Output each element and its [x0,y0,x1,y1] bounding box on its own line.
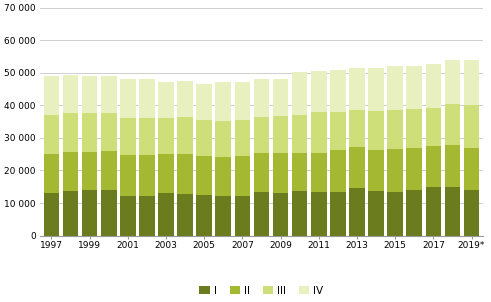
Bar [445,145,460,187]
Bar [273,79,288,116]
Bar [158,118,174,154]
Bar [139,195,155,236]
Bar [177,194,193,236]
Bar [158,82,174,118]
Bar [216,196,231,236]
Bar [177,81,193,117]
Bar [44,115,59,153]
Bar [349,188,365,236]
Legend: I, II, III, IV: I, II, III, IV [195,282,327,300]
Bar [426,146,441,187]
Bar [407,66,422,109]
Bar [292,153,307,191]
Bar [44,153,59,193]
Bar [216,82,231,120]
Bar [120,156,136,196]
Bar [273,116,288,153]
Bar [445,187,460,236]
Bar [120,79,136,118]
Bar [464,190,479,236]
Bar [254,79,269,117]
Bar [311,192,327,236]
Bar [235,195,250,236]
Bar [196,156,212,195]
Bar [177,117,193,154]
Bar [273,153,288,193]
Bar [158,154,174,193]
Bar [63,152,79,191]
Bar [292,72,307,115]
Bar [387,110,403,149]
Bar [368,68,384,111]
Bar [196,84,212,120]
Bar [349,110,365,147]
Bar [368,150,384,191]
Bar [426,108,441,146]
Bar [139,79,155,118]
Bar [368,191,384,236]
Bar [330,191,346,236]
Bar [426,64,441,108]
Bar [254,191,269,236]
Bar [311,71,327,112]
Bar [82,76,97,114]
Bar [407,148,422,190]
Bar [63,75,79,113]
Bar [158,193,174,236]
Bar [407,190,422,236]
Bar [349,147,365,188]
Bar [216,120,231,157]
Bar [235,156,250,195]
Bar [120,118,136,156]
Bar [426,187,441,236]
Bar [101,76,116,113]
Bar [464,148,479,190]
Bar [464,105,479,148]
Bar [101,151,116,190]
Bar [216,157,231,196]
Bar [139,156,155,195]
Bar [330,69,346,113]
Bar [82,114,97,152]
Bar [407,109,422,148]
Bar [445,104,460,145]
Bar [235,82,250,120]
Bar [63,113,79,152]
Bar [254,153,269,191]
Bar [330,113,346,150]
Bar [254,117,269,153]
Bar [368,111,384,150]
Bar [445,60,460,104]
Bar [273,193,288,236]
Bar [311,112,327,153]
Bar [330,150,346,191]
Bar [82,152,97,190]
Bar [177,154,193,194]
Bar [292,191,307,236]
Bar [101,190,116,236]
Bar [387,66,403,110]
Bar [82,190,97,236]
Bar [63,191,79,236]
Bar [120,196,136,236]
Bar [196,195,212,236]
Bar [387,149,403,192]
Bar [44,76,59,115]
Bar [44,193,59,236]
Bar [311,153,327,192]
Bar [349,68,365,110]
Bar [101,113,116,151]
Bar [196,120,212,156]
Bar [235,120,250,156]
Bar [292,115,307,153]
Bar [139,118,155,156]
Bar [387,192,403,236]
Bar [464,60,479,105]
